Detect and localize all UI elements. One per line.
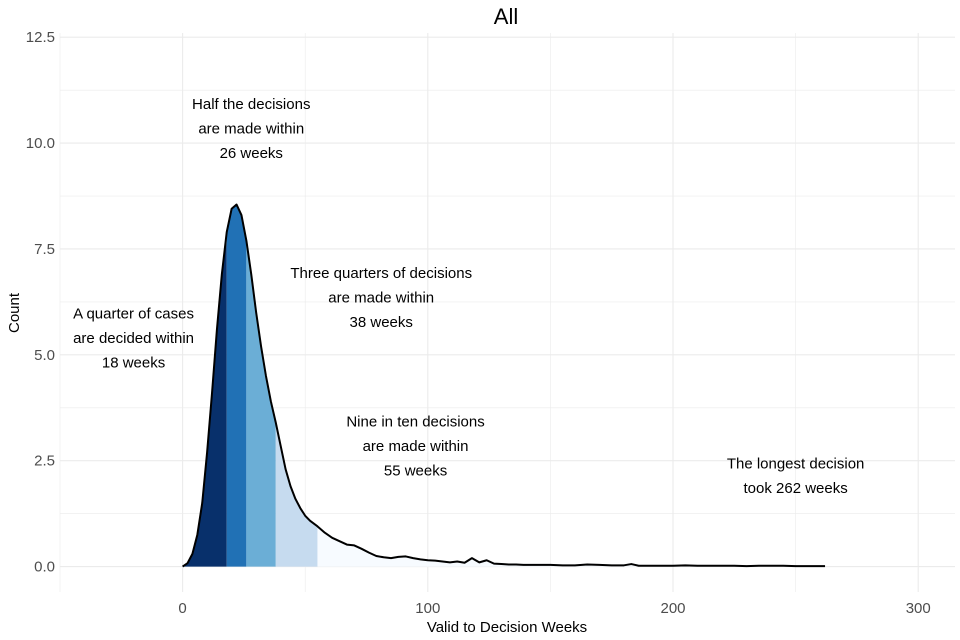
annotation-line: 26 weeks [220,145,283,162]
annotation-line: Three quarters of decisions [290,265,472,282]
annotation-line: 38 weeks [350,314,413,331]
chart-title: All [494,4,518,29]
x-tick-label: 200 [660,600,685,617]
annotation: A quarter of cases are decided within 18 w… [73,305,194,371]
quantile-bands [182,204,826,567]
annotation-line: 55 weeks [384,462,447,479]
y-axis-title: Count [6,292,23,333]
annotation-line: The longest decision [727,455,865,472]
x-axis-title: Valid to Decision Weeks [427,619,587,636]
annotation-line: Nine in ten decisions [346,413,484,430]
annotation-line: are decided within [73,330,194,347]
quantile-band-5 [317,526,826,567]
y-tick-label: 0.0 [34,559,55,576]
annotation: The longest decision took 262 weeks [727,455,865,497]
annotation-line: 18 weeks [102,354,165,371]
annotation: Three quarters of decisions are made with… [290,265,472,331]
quantile-band-1 [182,232,227,567]
x-tick-label: 0 [178,600,186,617]
y-axis-ticks: 0.0 2.5 5.0 7.5 10.0 12.5 [26,29,55,575]
annotation-line: Half the decisions [192,96,310,113]
density-line [182,203,826,568]
y-tick-label: 2.5 [34,453,55,470]
quantile-band-3 [246,240,276,567]
y-tick-label: 12.5 [26,29,55,46]
grid [59,33,955,592]
y-tick-label: 7.5 [34,241,55,258]
annotations: Half the decisions are made within 26 week… [73,96,864,497]
quantile-band-4 [275,422,318,567]
annotation-line: are made within [363,438,469,455]
annotation: Nine in ten decisions are made within 55 w… [346,413,484,479]
x-tick-label: 100 [415,600,440,617]
annotation-line: took 262 weeks [743,480,847,497]
annotation-line: are made within [198,120,304,137]
x-tick-label: 300 [906,600,931,617]
quantile-band-2 [226,204,247,567]
annotation: Half the decisions are made within 26 week… [192,96,310,162]
x-axis-ticks: 0 100 200 300 [178,600,930,617]
annotation-line: are made within [328,290,434,307]
density-outline [182,203,826,568]
annotation-line: A quarter of cases [73,305,194,322]
y-tick-label: 5.0 [34,347,55,364]
y-tick-label: 10.0 [26,135,55,152]
